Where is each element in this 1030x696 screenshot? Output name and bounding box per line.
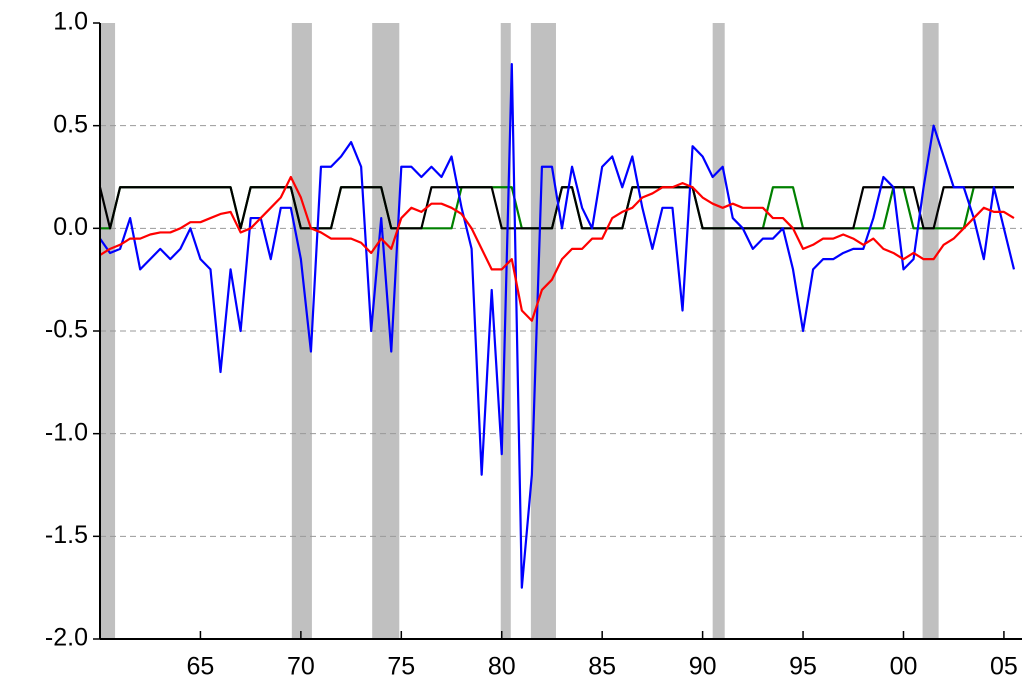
x-tick-label: 75 [387,653,415,681]
y-tick-label: -1.0 [45,418,88,446]
y-tick-label: -1.5 [45,521,88,549]
x-tick-label: 95 [789,653,817,681]
recession-band [712,23,725,639]
x-tick-label: 85 [588,653,616,681]
x-tick-label: 65 [187,653,215,681]
y-tick-label: 0.5 [53,110,88,138]
y-tick-label: 1.0 [53,8,88,36]
series-line [99,62,1016,589]
series-line [99,175,1015,322]
y-tick-label: 0.0 [53,213,88,241]
x-tick-label: 80 [488,653,516,681]
y-tick-label: -0.5 [45,316,88,344]
recession-band [100,23,116,639]
x-tick-label: 00 [890,653,918,681]
series-line [98,186,1014,230]
x-tick-label: 05 [990,653,1018,681]
x-tick-label: 70 [287,653,315,681]
y-tick-label: -2.0 [45,624,88,652]
x-tick-label: 90 [689,653,717,681]
